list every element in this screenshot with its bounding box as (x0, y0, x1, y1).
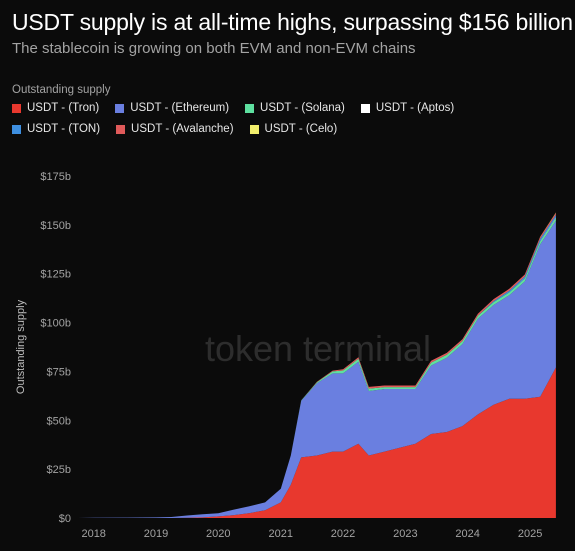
x-tick-label: 2019 (144, 528, 168, 540)
legend-label: USDT - (Tron) (27, 102, 100, 114)
legend-item-usdt-solana[interactable]: USDT - (Solana) (245, 102, 345, 114)
x-tick-label: 2018 (81, 528, 105, 540)
legend: USDT - (Tron) USDT - (Ethereum) USDT - (So… (12, 102, 572, 135)
legend-item-usdt-celo[interactable]: USDT - (Celo) (249, 123, 338, 135)
chart-areas (78, 212, 556, 518)
legend-swatch (360, 103, 370, 113)
legend-swatch (245, 103, 255, 113)
chart-title: USDT supply is at all-time highs, surpas… (12, 9, 573, 35)
area-usdt-ethereum (78, 220, 556, 518)
y-tick-label: $150b (40, 220, 71, 232)
x-tick-label: 2022 (331, 528, 355, 540)
y-axis-label: Outstanding supply (15, 299, 27, 394)
x-tick-label: 2020 (206, 528, 230, 540)
legend-label: USDT - (Aptos) (375, 102, 455, 114)
legend-item-usdt-avalanche[interactable]: USDT - (Avalanche) (116, 123, 234, 135)
legend-label: USDT - (TON) (27, 123, 101, 135)
y-tick-label: $125b (40, 269, 71, 281)
legend-swatch (249, 124, 259, 134)
y-tick-label: $100b (40, 318, 71, 330)
legend-label: USDT - (Ethereum) (130, 102, 230, 114)
legend-swatch (116, 124, 126, 134)
y-axis-ticks: $0 $25b $50b $75b $100b $125b $150b $175b (40, 171, 71, 525)
x-axis-ticks: 2018 2019 2020 2021 2022 2023 2024 2025 (81, 528, 542, 540)
legend-title: Outstanding supply (12, 84, 111, 96)
y-tick-label: $50b (47, 415, 71, 427)
legend-label: USDT - (Solana) (260, 102, 345, 114)
y-tick-label: $25b (47, 464, 71, 476)
y-tick-label: $175b (40, 171, 71, 183)
legend-label: USDT - (Avalanche) (131, 123, 234, 135)
legend-swatch (115, 103, 125, 113)
legend-swatch (12, 103, 21, 113)
watermark: token terminal (205, 328, 431, 369)
legend-item-usdt-ton[interactable]: USDT - (TON) (12, 123, 100, 135)
legend-item-usdt-ethereum[interactable]: USDT - (Ethereum) (115, 102, 229, 114)
y-tick-label: $75b (47, 366, 71, 378)
x-tick-label: 2023 (393, 528, 417, 540)
x-tick-label: 2021 (269, 528, 293, 540)
legend-swatch (12, 124, 21, 134)
x-tick-label: 2024 (455, 528, 479, 540)
x-tick-label: 2025 (518, 528, 542, 540)
chart-subtitle: The stablecoin is growing on both EVM an… (12, 40, 416, 57)
legend-label: USDT - (Celo) (264, 123, 338, 135)
legend-item-usdt-aptos[interactable]: USDT - (Aptos) (360, 102, 455, 114)
y-tick-label: $0 (59, 513, 71, 525)
area-usdt-tron (78, 367, 556, 518)
legend-item-usdt-tron[interactable]: USDT - (Tron) (12, 102, 99, 114)
